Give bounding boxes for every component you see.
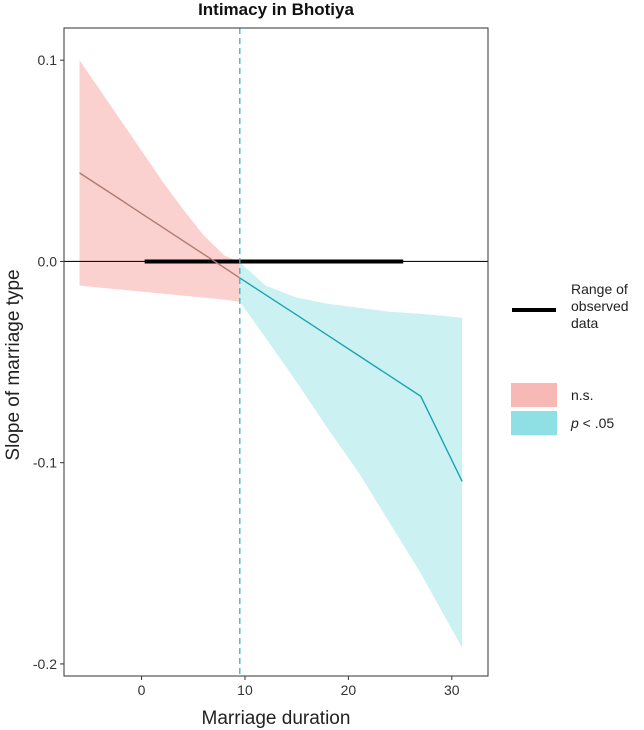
y-tick-label: 0.1 [38,52,58,68]
y-tick-label: 0.0 [38,253,58,269]
y-tick-label: -0.1 [33,455,57,471]
estimate-line-ns [79,172,241,279]
x-tick-label: 20 [341,682,357,698]
legend-ns-swatch [511,383,557,407]
chart-title: Intimacy in Bhotiya [198,0,354,19]
legend-range-line-3: data [571,315,598,331]
y-tick-label: -0.2 [33,656,57,672]
legend-p-label: p < .05 [570,415,614,431]
x-axis-title: Marriage duration [202,708,351,729]
legend-range-line-1: Range of [571,281,628,297]
estimate-line-sig [239,277,463,482]
panel-border [63,27,489,677]
x-tick-label: 10 [237,682,253,698]
x-tick-label: 30 [444,682,460,698]
legend-p-swatch [511,411,557,435]
y-axis: 0.1 0.0 -0.1 -0.2 [33,52,64,672]
legend-range-label: Range of observed data [571,281,632,331]
legend-ns-label: n.s. [571,387,594,403]
plot-area [64,28,488,676]
x-tick-label: 0 [138,682,146,698]
ci-band-ns [79,60,240,302]
legend-range-line-2: observed [571,298,629,314]
ci-band-sig [239,262,463,648]
legend: Range of observed data n.s. p < .05 [511,281,632,435]
legend-p-italic: p [570,415,579,431]
legend-p-rest: < .05 [579,415,615,431]
y-axis-title: Slope of marriage type [3,269,24,460]
x-axis: 0 10 20 30 [138,676,460,698]
